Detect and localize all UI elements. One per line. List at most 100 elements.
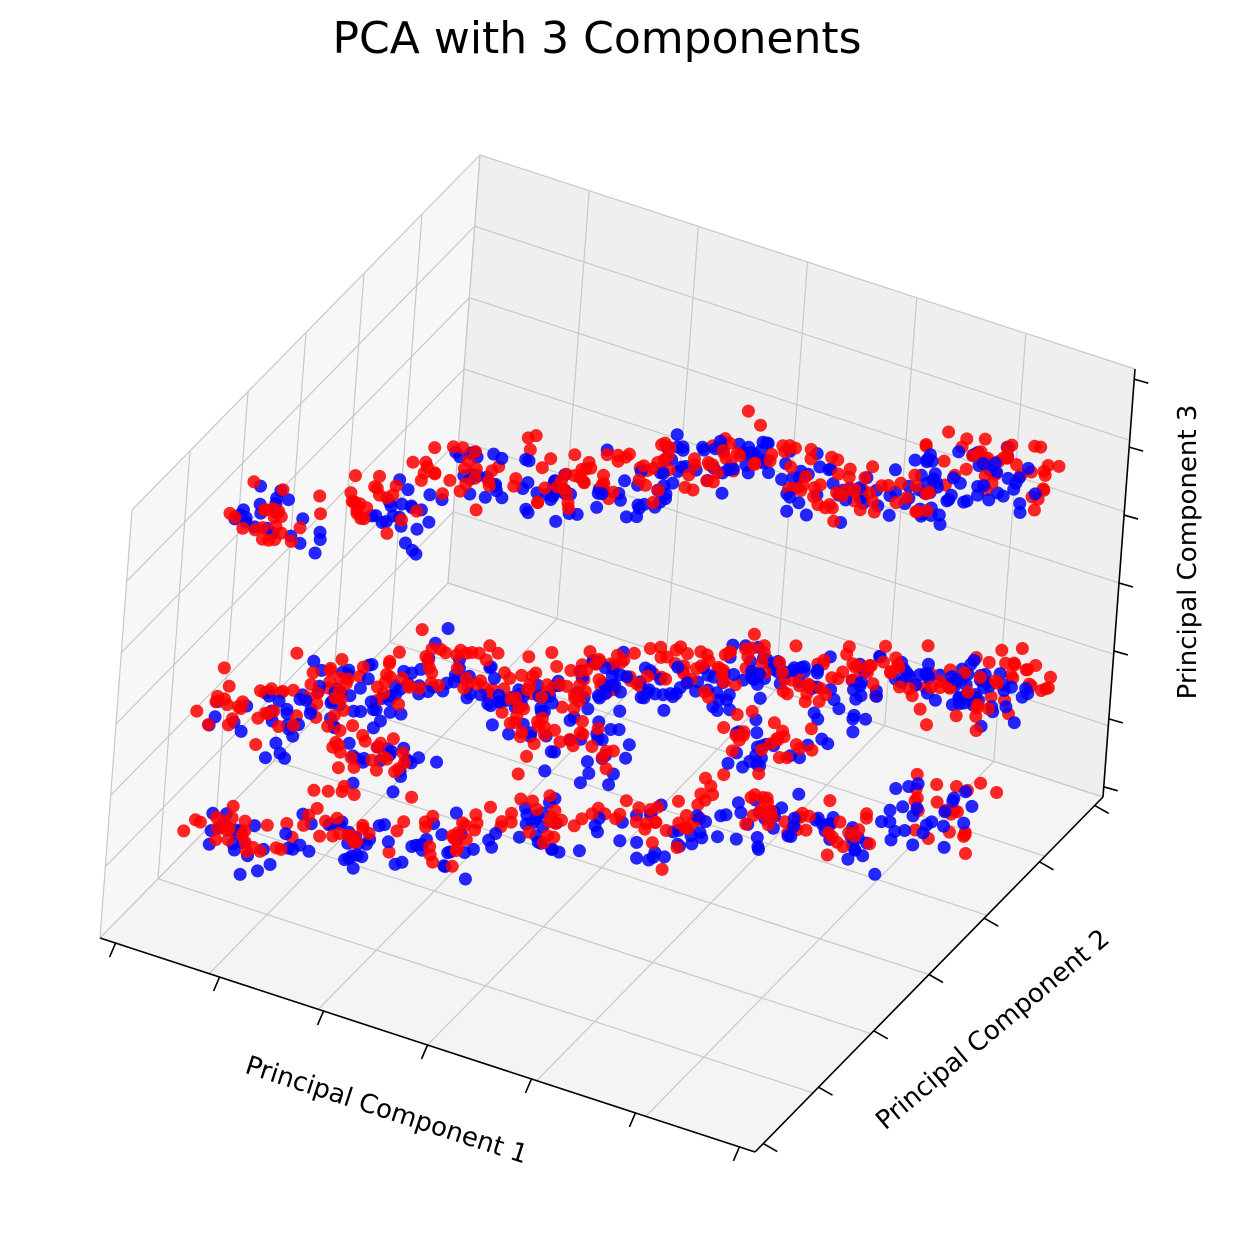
red-point	[209, 810, 223, 824]
red-point	[451, 826, 465, 840]
red-point	[802, 809, 816, 823]
red-point	[388, 765, 402, 779]
red-point	[211, 821, 225, 835]
red-point	[582, 455, 596, 469]
red-point	[545, 646, 559, 659]
blue-point	[622, 738, 636, 752]
blue-point	[233, 867, 247, 881]
red-point	[456, 441, 470, 455]
red-point	[382, 845, 396, 859]
red-point	[752, 767, 766, 781]
blue-point	[478, 490, 492, 504]
red-point	[217, 661, 231, 675]
red-point	[830, 486, 844, 500]
red-point	[223, 506, 237, 520]
red-point	[573, 665, 587, 679]
red-point	[717, 768, 731, 782]
red-point	[462, 454, 475, 468]
red-point	[814, 682, 828, 696]
blue-point	[367, 703, 380, 717]
red-point	[966, 449, 980, 463]
red-point	[284, 534, 298, 548]
blue-point	[695, 831, 709, 845]
red-point	[527, 737, 541, 751]
blue-point	[272, 694, 286, 708]
red-point	[544, 452, 558, 466]
red-point	[900, 491, 913, 505]
red-point	[858, 471, 872, 485]
blue-point	[868, 867, 882, 881]
red-point	[875, 479, 889, 493]
blue-point	[361, 672, 375, 686]
red-point	[550, 660, 564, 673]
blue-point	[710, 704, 724, 717]
blue-point	[602, 778, 616, 792]
red-point	[595, 750, 609, 764]
blue-point	[573, 776, 587, 790]
red-point	[908, 468, 922, 482]
red-point	[428, 441, 442, 455]
red-point	[701, 456, 715, 469]
blue-point	[641, 685, 655, 699]
red-point	[365, 753, 379, 767]
blue-point	[807, 706, 821, 720]
red-point	[474, 674, 488, 688]
red-point	[495, 705, 509, 719]
red-point	[1037, 464, 1051, 478]
red-point	[909, 505, 923, 519]
red-point	[495, 815, 509, 829]
red-point	[415, 623, 429, 637]
blue-point	[263, 858, 277, 871]
red-point	[934, 675, 948, 688]
blue-point	[251, 864, 264, 878]
red-point	[651, 483, 665, 497]
blue-point	[227, 843, 241, 857]
red-point	[969, 709, 983, 723]
red-point	[597, 476, 611, 490]
red-point	[990, 786, 1004, 799]
red-point	[280, 817, 294, 830]
red-point	[755, 656, 769, 670]
red-point	[482, 474, 495, 488]
red-point	[930, 795, 944, 809]
red-point	[902, 682, 916, 696]
blue-point	[967, 653, 981, 667]
blue-point	[898, 824, 912, 837]
blue-point	[355, 850, 369, 864]
red-point	[382, 657, 396, 671]
red-point	[307, 783, 321, 797]
red-point	[450, 661, 464, 675]
blue-point	[487, 671, 501, 685]
red-point	[238, 824, 252, 838]
blue-point	[522, 454, 536, 468]
red-point	[760, 791, 774, 805]
red-point	[937, 454, 951, 468]
blue-point	[581, 702, 595, 716]
red-point	[672, 816, 686, 830]
red-point	[304, 677, 318, 691]
red-point	[879, 639, 892, 653]
red-point	[190, 704, 204, 718]
blue-point	[670, 428, 684, 442]
red-point	[585, 807, 599, 821]
blue-point	[750, 831, 764, 844]
blue-point	[502, 727, 516, 741]
red-point	[611, 454, 625, 468]
red-point	[747, 627, 761, 641]
red-point	[222, 679, 236, 693]
y-tick	[1039, 861, 1054, 871]
blue-point	[613, 685, 627, 699]
blue-point	[853, 679, 867, 693]
red-point	[1007, 656, 1021, 670]
red-point	[1027, 503, 1041, 517]
grid-line	[479, 154, 1136, 370]
blue-point	[386, 785, 400, 799]
red-point	[562, 501, 575, 515]
red-point	[201, 718, 215, 732]
red-point	[335, 653, 349, 666]
red-point	[358, 734, 372, 748]
red-point	[690, 662, 703, 676]
blue-point	[847, 708, 861, 722]
blue-point	[1028, 487, 1042, 501]
red-point	[445, 859, 459, 873]
